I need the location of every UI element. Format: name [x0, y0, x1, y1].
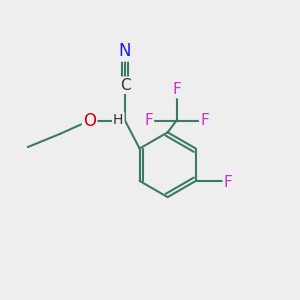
Text: F: F — [224, 175, 233, 190]
Text: F: F — [144, 113, 153, 128]
Text: F: F — [200, 113, 209, 128]
Text: C: C — [120, 78, 130, 93]
Text: O: O — [83, 112, 96, 130]
Text: H: H — [113, 113, 124, 127]
Text: N: N — [119, 42, 131, 60]
Text: F: F — [172, 82, 181, 97]
